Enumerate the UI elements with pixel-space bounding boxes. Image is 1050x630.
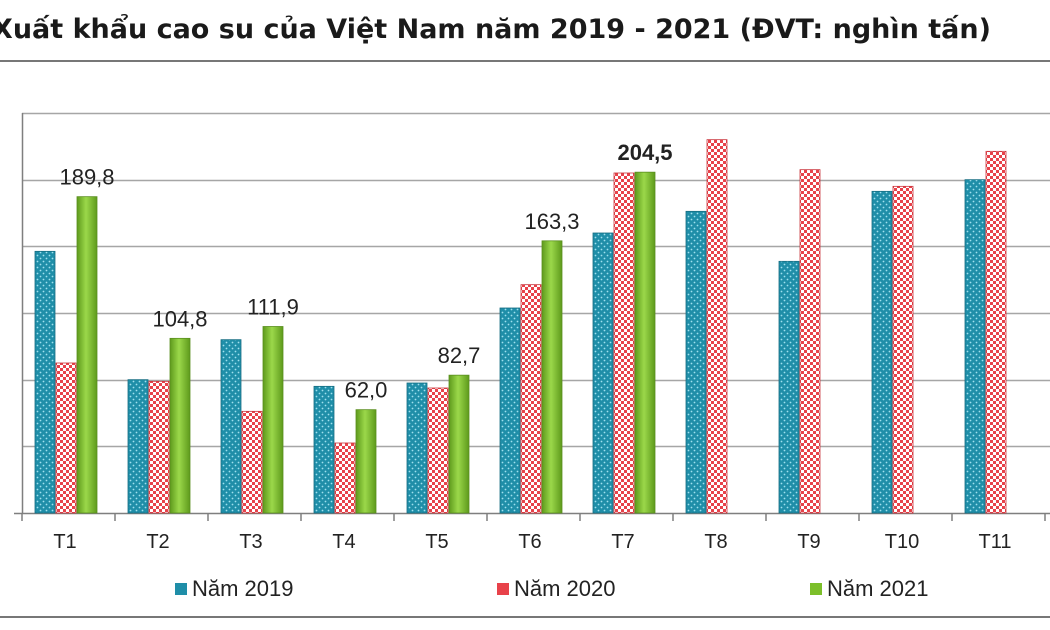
bar-2020-t11 bbox=[985, 150, 1007, 514]
x-tick-label-t3: T3 bbox=[239, 531, 262, 553]
bar-2019-t10 bbox=[871, 190, 893, 514]
bar-2021-t3 bbox=[262, 326, 284, 514]
bar-2021-t7 bbox=[634, 171, 656, 514]
x-tick-label-t2: T2 bbox=[146, 531, 169, 553]
chart-title-text: Xuất khẩu cao su của Việt Nam năm 2019 -… bbox=[0, 14, 991, 45]
bar-2019-t1 bbox=[34, 250, 56, 514]
data-label-t4: 62,0 bbox=[345, 378, 388, 403]
bar-2021-t4 bbox=[355, 409, 377, 514]
x-tick-label-t4: T4 bbox=[332, 531, 355, 553]
bar-chart: 189,8 104,8 111,9 62,0 82,7 163,3 204,5 T1 T2 T3… bbox=[14, 112, 1050, 553]
data-label-t1: 189,8 bbox=[59, 165, 114, 190]
bar-2019-t5 bbox=[406, 382, 428, 514]
bar-2020-t4 bbox=[334, 442, 356, 514]
bar-2021-t1 bbox=[76, 196, 98, 514]
legend-item-2020: Năm 2020 bbox=[497, 574, 616, 604]
bar-2019-t3 bbox=[220, 339, 242, 514]
x-tick-label-t9: T9 bbox=[797, 531, 820, 553]
bar-2020-t7 bbox=[613, 172, 635, 514]
x-axis bbox=[14, 113, 1050, 521]
data-label-t7: 204,5 bbox=[617, 140, 672, 165]
bar-2020-t2 bbox=[148, 380, 170, 514]
bar-2019-t11 bbox=[964, 179, 986, 514]
bar-2019-t2 bbox=[127, 379, 149, 514]
chart-title: Xuất khẩu cao su của Việt Nam năm 2019 -… bbox=[0, 8, 1050, 52]
bar-2021-t2 bbox=[169, 337, 191, 514]
bar-2019-t7 bbox=[592, 232, 614, 514]
x-tick-label-t11: T11 bbox=[979, 531, 1012, 553]
bar-2019-t4 bbox=[313, 385, 335, 514]
legend-label-2020: Năm 2020 bbox=[514, 576, 616, 601]
bar-2020-t9 bbox=[799, 169, 821, 514]
legend-label-2019: Năm 2019 bbox=[192, 576, 294, 601]
legend-swatch-2021 bbox=[810, 583, 822, 595]
bar-2021-t6 bbox=[541, 240, 563, 514]
legend-item-2019: Năm 2019 bbox=[175, 574, 294, 604]
bar-2019-t9 bbox=[778, 260, 800, 514]
data-label-t6: 163,3 bbox=[524, 209, 579, 234]
legend-swatch-2019 bbox=[175, 583, 187, 595]
legend-label-2021: Năm 2021 bbox=[827, 576, 929, 601]
data-label-t5: 82,7 bbox=[438, 343, 481, 368]
bar-2019-t8 bbox=[685, 210, 707, 514]
bar-2021-t5 bbox=[448, 374, 470, 514]
legend-item-2021: Năm 2021 bbox=[810, 574, 929, 604]
data-label-t3: 111,9 bbox=[247, 295, 299, 320]
x-tick-label-t10: T10 bbox=[885, 531, 919, 553]
title-divider bbox=[0, 60, 1050, 62]
x-tick-label-t6: T6 bbox=[518, 531, 541, 553]
bar-2019-t6 bbox=[499, 307, 521, 514]
x-tick-label-t8: T8 bbox=[704, 531, 727, 553]
bar-2020-t3 bbox=[241, 410, 263, 514]
bar-2020-t10 bbox=[892, 185, 914, 514]
x-tick-label-t5: T5 bbox=[425, 531, 448, 553]
x-tick-labels: T1 T2 T3 T4 T5 T6 T7 T8 T9 T10 T11 bbox=[53, 531, 1011, 553]
legend-swatch-2020 bbox=[497, 583, 509, 595]
bottom-divider bbox=[0, 616, 1050, 618]
bar-2020-t5 bbox=[427, 387, 449, 514]
x-tick-label-t7: T7 bbox=[611, 531, 634, 553]
bar-2020-t6 bbox=[520, 284, 542, 514]
x-tick-label-t1: T1 bbox=[53, 531, 76, 553]
data-labels: 189,8 104,8 111,9 62,0 82,7 163,3 204,5 bbox=[59, 140, 672, 403]
bars bbox=[34, 139, 1007, 514]
bar-2020-t8 bbox=[706, 139, 728, 514]
data-label-t2: 104,8 bbox=[152, 306, 207, 331]
bar-2020-t1 bbox=[55, 362, 77, 514]
